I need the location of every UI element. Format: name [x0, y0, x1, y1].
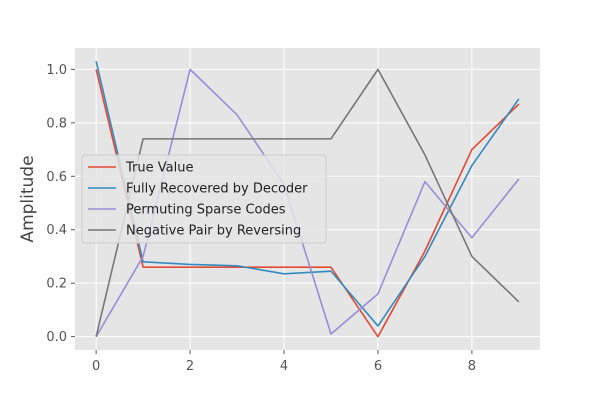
- y-tick-label: 0.4: [46, 223, 67, 238]
- legend-label: True Value: [125, 161, 193, 176]
- y-tick-label: 0.6: [46, 170, 67, 185]
- x-tick-label: 6: [374, 359, 382, 374]
- y-tick-label: 0.0: [46, 330, 67, 345]
- legend-label: Negative Pair by Reversing: [126, 224, 301, 239]
- y-tick-label: 0.2: [46, 277, 67, 292]
- x-tick-label: 2: [186, 359, 194, 374]
- y-tick-label: 1.0: [46, 63, 67, 78]
- x-tick-label: 0: [92, 359, 100, 374]
- series-layer: [95, 61, 520, 338]
- series-line-true-value: [95, 69, 520, 338]
- y-axis-title: Amplitude: [18, 155, 38, 242]
- x-tick-label: 4: [280, 359, 288, 374]
- legend: True Value Fully Recovered by Decoder Perm…: [81, 154, 327, 244]
- legend-box: [81, 154, 327, 244]
- legend-label: Fully Recovered by Decoder: [126, 182, 308, 197]
- series-line-negative-pair-by-reversing: [95, 68, 520, 337]
- legend-label: Permuting Sparse Codes: [126, 203, 286, 218]
- y-tick-label: 0.8: [46, 116, 67, 131]
- series-line-fully-recovered-by-decoder: [95, 61, 520, 327]
- x-tick-label: 8: [468, 359, 476, 374]
- ticks: 0 2 4 6 8 0.0 0.2 0.4 0.6 0.8 1.0: [46, 63, 476, 374]
